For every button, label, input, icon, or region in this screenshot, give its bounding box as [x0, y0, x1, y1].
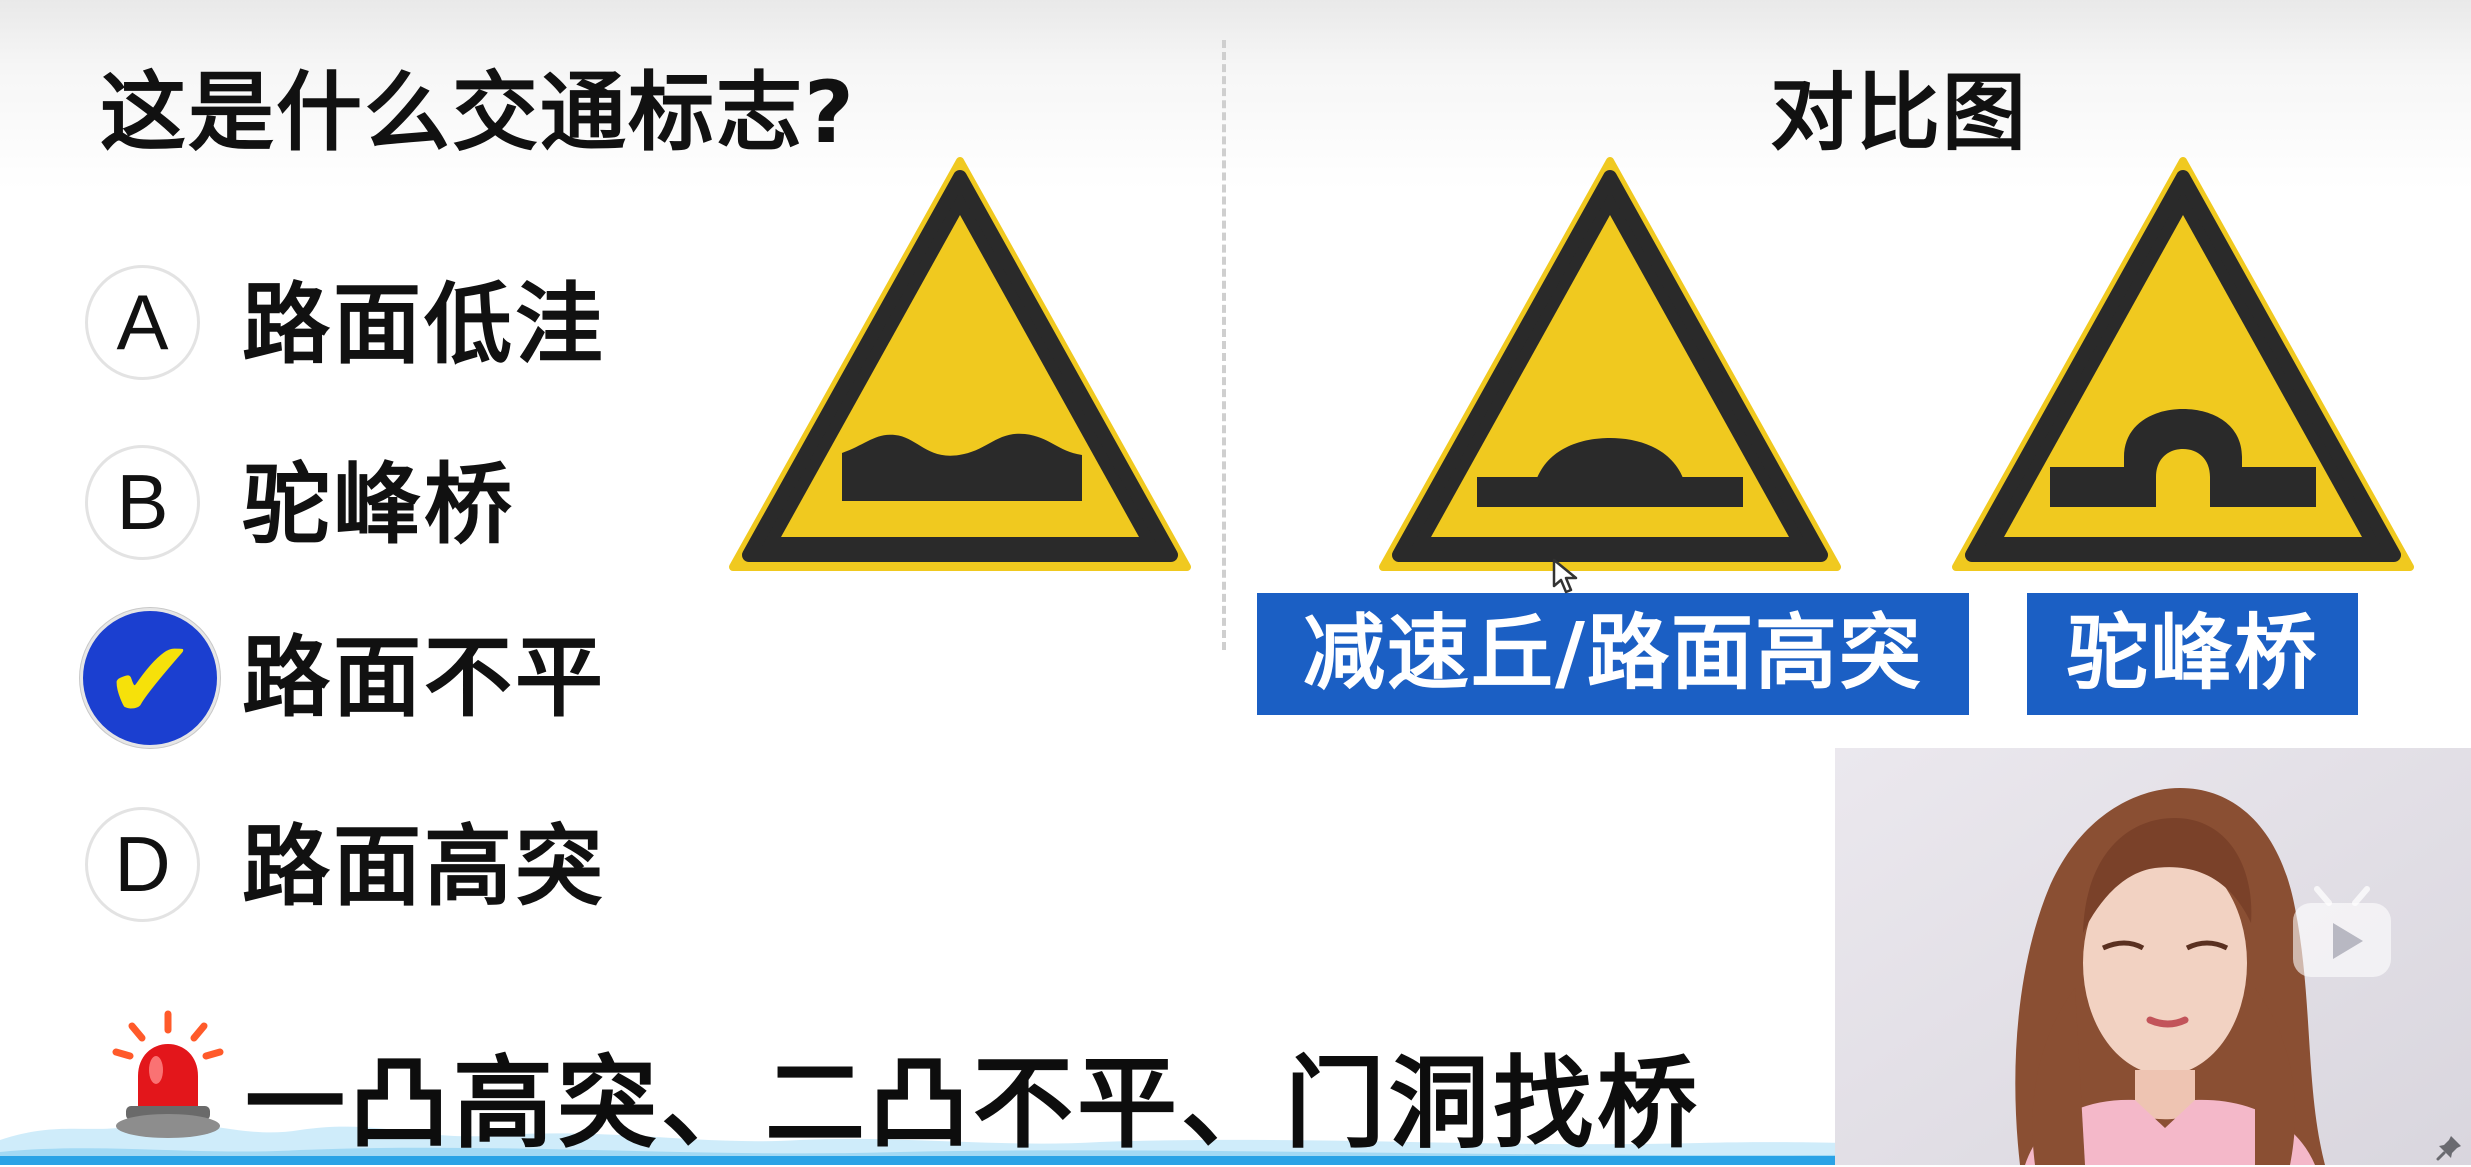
cursor-icon [1552, 558, 1578, 594]
option-letter: D [85, 807, 200, 922]
question-title: 这是什么交通标志? [100, 63, 856, 163]
slogan: 一凸高突、二凸不平、门洞找桥 [245, 1045, 1701, 1162]
top-fade [0, 0, 2471, 190]
option-label: 路面低洼 [242, 273, 607, 376]
option-label: 驼峰桥 [242, 453, 516, 556]
hump-bridge-sign-icon [1952, 157, 2414, 571]
alarm-siren-icon [112, 1010, 224, 1138]
presenter-video[interactable] [1835, 748, 2471, 1165]
option-letter: B [85, 445, 200, 560]
uneven-road-sign-icon [729, 157, 1191, 571]
option-letter: A [85, 265, 200, 380]
progress-bar [0, 1156, 1965, 1165]
check-icon: ✔ [80, 608, 220, 748]
compare-title: 对比图 [1770, 64, 2029, 162]
option-c[interactable]: ✔ 路面不平 [80, 608, 720, 748]
hump-bridge-caption: 驼峰桥 [2027, 593, 2358, 715]
divider [1222, 40, 1226, 650]
pin-icon[interactable] [2435, 1132, 2465, 1162]
option-label: 路面高突 [242, 815, 607, 918]
option-label: 路面不平 [242, 626, 607, 729]
option-b[interactable]: B 驼峰桥 [80, 440, 720, 570]
speed-bump-caption: 减速丘/路面高突 [1257, 593, 1969, 715]
presenter-image [1835, 748, 2471, 1165]
option-d[interactable]: D 路面高突 [80, 802, 720, 932]
video-play-icon[interactable] [2287, 883, 2397, 983]
option-a[interactable]: A 路面低洼 [80, 260, 720, 390]
speed-bump-sign-icon [1379, 157, 1841, 571]
